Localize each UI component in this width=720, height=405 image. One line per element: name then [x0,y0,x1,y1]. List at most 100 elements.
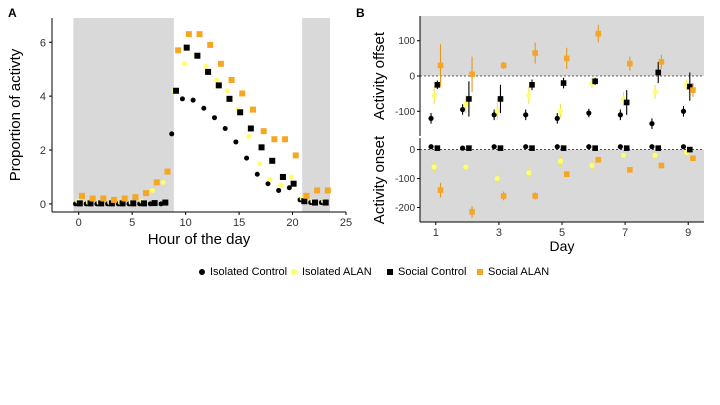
point-social-alan-day8 [658,162,665,169]
point-isolated-alan-h16 [246,134,252,140]
point-isolated-control-h8 [158,201,164,207]
point-social-alan-day9 [690,155,696,162]
point-isolated-alan-day1 [431,92,437,99]
point-isolated-control-h17 [254,171,260,177]
point-social-control-day7 [623,99,630,106]
point-social-control-day6 [592,78,598,85]
x-tick-label-20: 20 [286,217,298,229]
point-social-control-h6 [140,200,147,207]
point-social-control-day3 [497,96,504,102]
point-social-control-day9 [687,146,693,153]
panel-b-activity-offset-chart: 100 0 -100 Activity offset [371,16,704,136]
point-social-alan-h1 [89,195,96,202]
point-isolated-control-day2 [460,145,466,151]
panel-label-a: A [8,6,17,20]
point-social-alan-day7 [627,167,633,173]
point-social-control-day3 [497,145,504,151]
night-shade-1 [302,18,330,212]
point-social-alan-day3 [500,193,507,199]
point-social-control-h21 [301,198,308,205]
point-social-control-h19 [279,173,286,180]
legend-item-social-alan: Social ALAN [476,266,549,278]
point-social-control-h4 [119,200,126,207]
x-tick-label-10: 10 [180,217,192,229]
point-social-control-h18 [269,157,276,164]
point-isolated-alan-day1 [431,164,437,170]
point-social-alan-day2 [469,71,475,78]
y-tick-label-6: 6 [40,37,46,49]
panel-b-activity-onset-chart: 0 -100 -200 1 3 5 7 9 Day Activity onset [371,135,704,254]
point-isolated-control-h15 [233,139,239,145]
x-tick-label-5: 5 [559,227,565,239]
point-social-alan-h17 [260,128,267,135]
y-tick-label-2: 2 [40,145,46,157]
point-social-alan-day1 [437,62,444,69]
point-social-control-h3 [108,200,115,207]
point-social-alan-day6 [595,156,602,163]
point-social-control-day4 [529,82,535,88]
point-social-control-h10 [183,44,190,51]
y-axis-title: Activity onset [371,135,388,224]
point-social-control-h2 [98,200,105,207]
point-social-alan-h2 [100,195,107,202]
point-isolated-control-h16 [244,155,250,161]
point-isolated-alan-day8 [652,89,658,95]
point-social-alan-day5 [563,171,570,178]
x-tick-label-25: 25 [340,217,352,229]
point-social-control-day7 [623,145,630,151]
point-social-alan-day1 [437,187,444,193]
point-social-alan-h12 [207,41,214,48]
point-social-alan-h5 [132,194,139,201]
point-social-control-h23 [322,199,329,206]
point-isolated-control-h11 [190,97,196,103]
point-isolated-alan-day2 [463,164,469,170]
point-isolated-alan-day3 [494,108,500,114]
point-isolated-control-day7 [617,112,623,118]
point-isolated-alan-day7 [620,152,627,158]
point-isolated-alan-day4 [526,170,532,176]
point-isolated-alan-h19 [278,182,284,188]
point-isolated-alan-h14 [224,88,230,94]
y-tick-label--100: -100 [395,174,415,185]
point-social-control-h13 [215,82,222,89]
point-social-alan-h19 [282,136,289,143]
point-social-alan-h0 [78,192,85,199]
legend-label-isolated-control: Isolated Control [210,266,288,279]
point-social-control-day4 [529,145,535,151]
point-isolated-control-h10 [179,96,185,102]
point-social-alan-h4 [121,195,128,202]
point-social-control-h22 [311,199,318,206]
legend-item-isolated-control: Isolated Control [198,266,287,278]
point-social-control-day9 [687,83,693,90]
point-social-alan-day4 [532,193,538,199]
point-isolated-control-day7 [617,144,623,150]
point-isolated-alan-day5 [557,158,564,164]
point-social-control-h8 [162,199,169,206]
y-tick-label-0: 0 [40,199,46,211]
point-social-control-day2 [466,145,472,151]
point-social-alan-h18 [271,136,278,143]
x-axis-title: Day [550,238,575,254]
point-isolated-control-day9 [680,108,687,114]
point-isolated-alan-h18 [267,177,273,183]
legend-swatch-social-alan [477,269,483,276]
point-social-alan-h23 [324,187,331,194]
point-isolated-control-day4 [523,112,529,118]
y-tick-label-0: 0 [409,72,415,83]
point-isolated-control-day2 [460,106,466,113]
x-tick-label-9: 9 [685,227,691,239]
legend-swatch-social-control [387,269,393,276]
point-social-alan-day4 [532,50,538,56]
point-social-alan-day7 [627,60,633,67]
point-isolated-control-h14 [222,125,228,131]
point-social-alan-h10 [185,31,192,38]
point-social-alan-day2 [469,209,475,215]
point-social-alan-h21 [303,192,310,199]
point-social-control-h11 [194,52,201,59]
point-social-alan-day9 [690,87,696,93]
point-social-alan-h11 [196,31,203,38]
point-social-alan-day8 [658,59,665,65]
point-isolated-control-day4 [523,144,529,150]
y-tick-label--100: -100 [395,107,415,118]
point-social-control-h15 [237,109,244,116]
